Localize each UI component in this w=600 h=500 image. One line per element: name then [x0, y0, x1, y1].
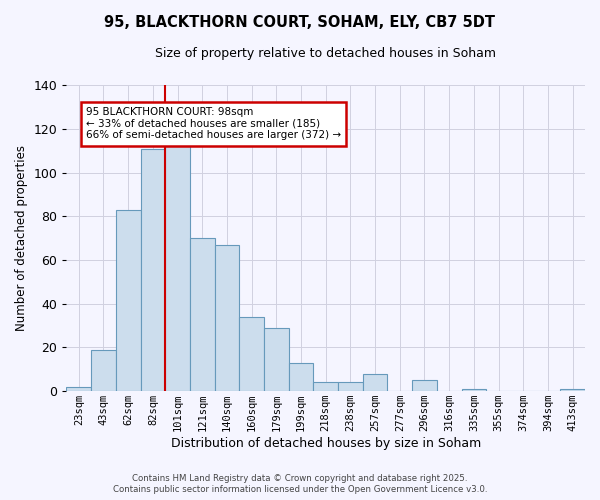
Bar: [313, 382, 338, 391]
Bar: [140, 148, 165, 391]
Bar: [116, 210, 140, 391]
Bar: [67, 387, 91, 391]
Bar: [264, 328, 289, 391]
Bar: [91, 350, 116, 391]
Bar: [412, 380, 437, 391]
Bar: [289, 363, 313, 391]
Bar: [190, 238, 215, 391]
Bar: [560, 389, 585, 391]
Bar: [338, 382, 363, 391]
Text: Contains HM Land Registry data © Crown copyright and database right 2025.
Contai: Contains HM Land Registry data © Crown c…: [113, 474, 487, 494]
Bar: [165, 140, 190, 391]
Bar: [363, 374, 388, 391]
Text: 95 BLACKTHORN COURT: 98sqm
← 33% of detached houses are smaller (185)
66% of sem: 95 BLACKTHORN COURT: 98sqm ← 33% of deta…: [86, 107, 341, 140]
Bar: [461, 389, 486, 391]
Bar: [215, 245, 239, 391]
X-axis label: Distribution of detached houses by size in Soham: Distribution of detached houses by size …: [170, 437, 481, 450]
Text: 95, BLACKTHORN COURT, SOHAM, ELY, CB7 5DT: 95, BLACKTHORN COURT, SOHAM, ELY, CB7 5D…: [104, 15, 496, 30]
Bar: [239, 317, 264, 391]
Y-axis label: Number of detached properties: Number of detached properties: [15, 145, 28, 331]
Title: Size of property relative to detached houses in Soham: Size of property relative to detached ho…: [155, 48, 496, 60]
